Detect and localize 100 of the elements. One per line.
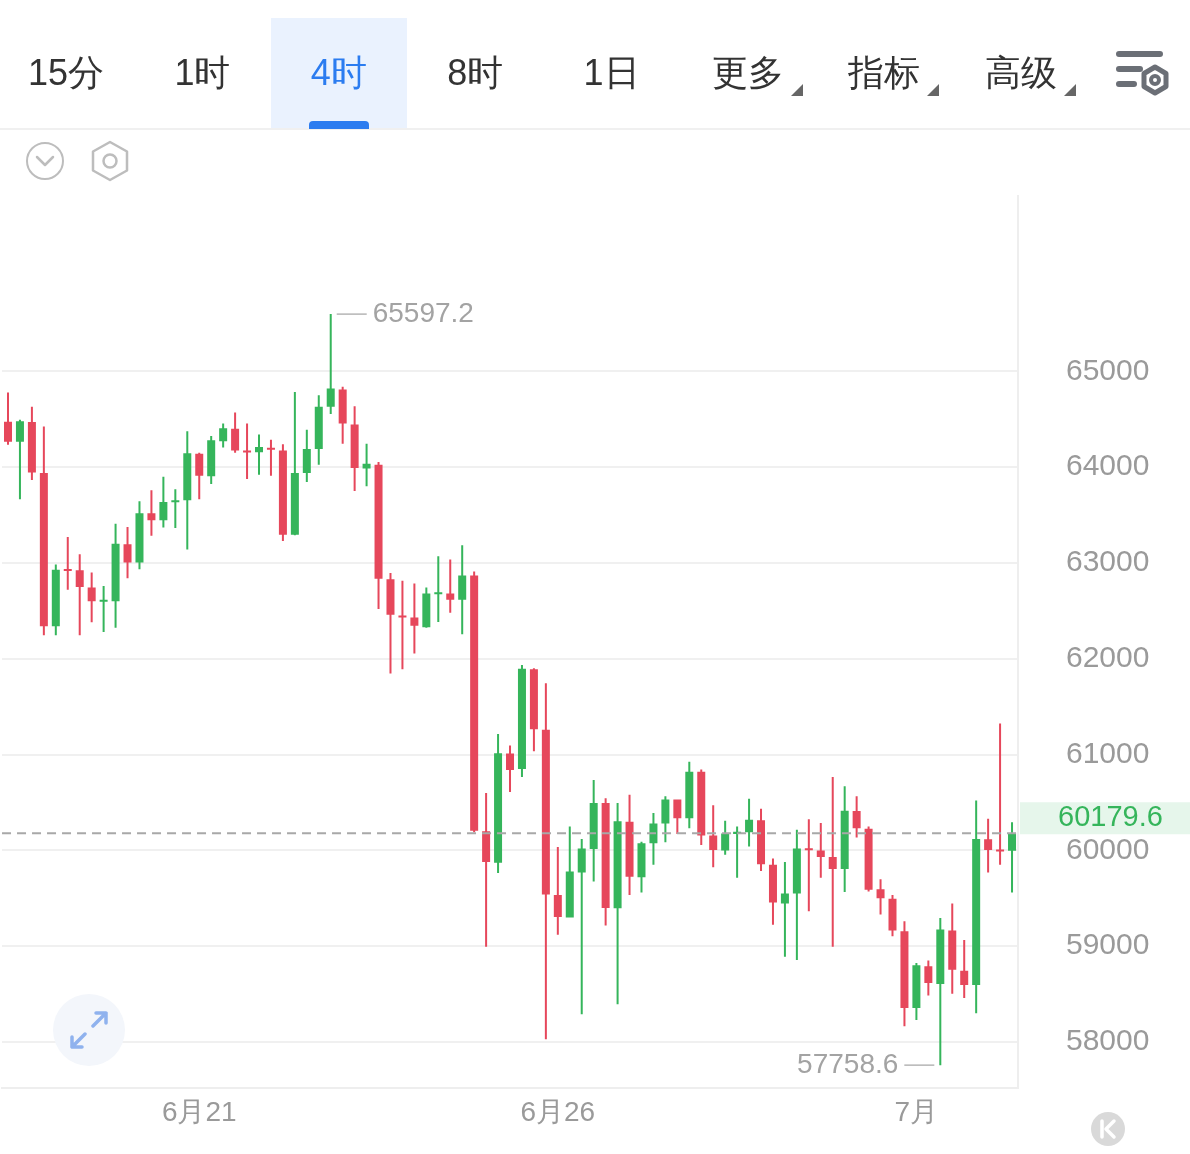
y-tick-label: 64000 (1066, 448, 1150, 482)
candlestick (936, 917, 945, 1066)
candlestick (792, 829, 801, 961)
candlestick (183, 431, 192, 550)
y-tick-label: 65000 (1066, 352, 1150, 386)
candlestick (374, 461, 383, 609)
candlestick (422, 587, 431, 628)
text: 15分 (27, 52, 105, 93)
candlestick (721, 820, 730, 855)
candlestick (804, 819, 813, 912)
candlestick (290, 391, 299, 536)
candlestick (816, 823, 825, 878)
candlestick (900, 921, 909, 1027)
candlestick (565, 826, 574, 918)
x-tick-label: 6月26 (520, 1095, 596, 1127)
y-tick-label: 62000 (1066, 640, 1150, 674)
candlestick (517, 665, 526, 778)
candlestick (398, 580, 407, 670)
candlestick (1008, 822, 1017, 893)
candlestick (613, 802, 622, 1005)
candlestick (924, 960, 933, 996)
candlestick (434, 556, 443, 622)
annotation: 65597.2 (372, 296, 474, 328)
candlestick (111, 523, 120, 628)
candlestick (840, 786, 849, 893)
y-tick-label: 59000 (1066, 927, 1150, 961)
candlestick (577, 838, 586, 1015)
candlestick (649, 813, 658, 865)
candlestick (87, 572, 96, 623)
candlestick (745, 798, 754, 847)
ref-line-label: 60179.6 (1058, 800, 1163, 833)
candlestick (888, 894, 897, 937)
candlestick (852, 796, 861, 838)
candlestick (362, 443, 371, 487)
candlestick (159, 476, 168, 528)
candlestick (195, 452, 204, 500)
text: 高级 (984, 52, 1057, 93)
candlestick (780, 861, 789, 957)
candlestick (75, 554, 84, 636)
y-tick-label: 60000 (1066, 831, 1150, 865)
candlestick (685, 761, 694, 829)
candlestick (960, 939, 969, 998)
candlestick (768, 858, 777, 925)
candlestick (99, 585, 108, 632)
candlestick (314, 395, 323, 465)
candlestick (589, 779, 598, 882)
candlestick (410, 583, 419, 654)
candlestick (697, 769, 706, 846)
text: 指标 (848, 52, 921, 93)
candlestick (171, 489, 180, 528)
candlestick (458, 545, 467, 635)
candlestick (553, 847, 562, 935)
candlestick (63, 537, 72, 590)
candlestick (972, 800, 981, 1014)
candlestick (601, 798, 610, 926)
candlestick (673, 799, 682, 835)
x-tick-label: 7月 (894, 1095, 939, 1127)
candlestick (482, 792, 491, 947)
candlestick (757, 808, 766, 871)
candlestick (147, 490, 156, 536)
candlestick (255, 434, 264, 475)
candlestick (470, 571, 479, 833)
candlestick (243, 423, 252, 480)
candlestick (625, 794, 634, 895)
candlestick (386, 573, 395, 674)
candlestick (494, 733, 503, 873)
candlestick (984, 818, 993, 873)
candlestick (27, 406, 36, 481)
y-tick-label: 63000 (1066, 544, 1150, 578)
candlestick (996, 723, 1005, 865)
text: 更多 (712, 52, 784, 93)
candlestick (266, 439, 275, 476)
candlestick (231, 412, 240, 453)
candlestick (326, 314, 335, 414)
candlestick (912, 962, 921, 1020)
y-tick-label: 61000 (1066, 735, 1150, 769)
candlestick (529, 668, 538, 752)
candlestick (135, 501, 144, 570)
candlestick (876, 879, 885, 915)
candlestick (661, 796, 670, 843)
candlestick (302, 429, 311, 482)
candlestick (207, 436, 216, 484)
candlestick (219, 423, 228, 448)
candlestick (709, 805, 718, 868)
candlestick (123, 527, 132, 579)
candlestick (637, 841, 646, 893)
annotation: 57758.6 (797, 1047, 899, 1079)
text: 1日 (583, 52, 640, 93)
candlestick (338, 386, 347, 444)
candlestick (446, 559, 455, 613)
y-tick-label: 58000 (1066, 1023, 1150, 1057)
candlestick (828, 777, 837, 947)
candlestick (51, 564, 60, 636)
text: 8时 (447, 52, 504, 93)
x-tick-label: 6月21 (161, 1095, 237, 1127)
text: 4时 (310, 52, 367, 93)
candlestick (864, 826, 873, 892)
candlestick (278, 444, 287, 541)
candlestick (4, 392, 12, 445)
candlestick (350, 406, 359, 492)
